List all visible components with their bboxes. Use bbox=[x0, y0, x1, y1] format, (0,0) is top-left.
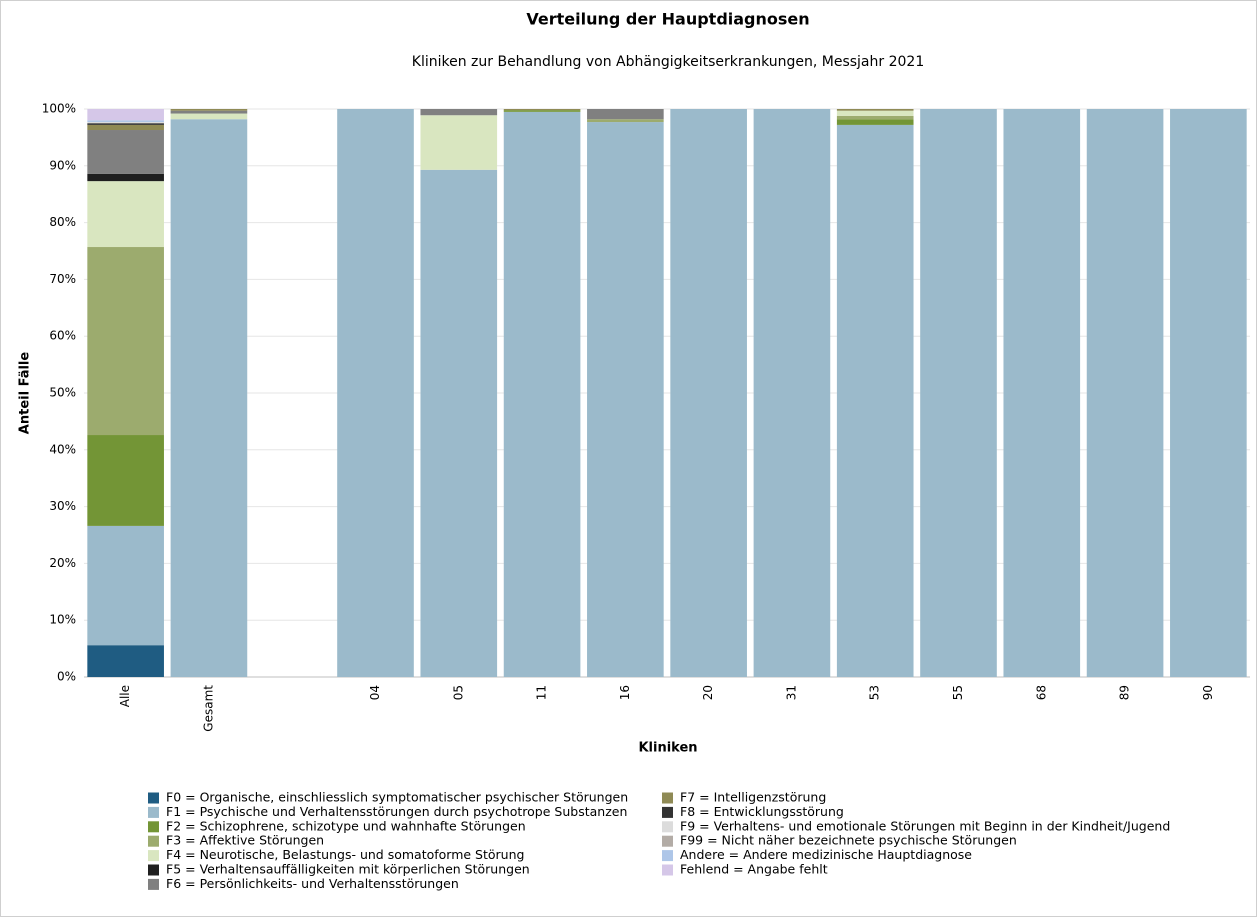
x-tick-label: 11 bbox=[535, 685, 549, 700]
legend-label: F5 = Verhaltensauffälligkeiten mit körpe… bbox=[166, 862, 530, 877]
bar-segment bbox=[587, 109, 664, 120]
bar-segment bbox=[87, 645, 164, 677]
x-tick-label: 89 bbox=[1118, 685, 1132, 700]
y-tick-label: 10% bbox=[49, 613, 76, 627]
x-tick-label: Alle bbox=[118, 685, 132, 707]
y-tick-label: 100% bbox=[42, 102, 76, 116]
bar-segment bbox=[503, 111, 581, 678]
y-tick-label: 0% bbox=[57, 670, 76, 684]
bar-segment bbox=[87, 130, 164, 174]
bar-segment bbox=[503, 110, 581, 112]
legend-swatch bbox=[148, 792, 159, 804]
y-tick-label: 90% bbox=[49, 158, 76, 172]
bar-segment bbox=[170, 109, 248, 111]
bar-segment bbox=[87, 123, 164, 125]
x-tick-label: 68 bbox=[1034, 685, 1048, 700]
y-tick-label: 80% bbox=[49, 215, 76, 229]
legend-swatch bbox=[148, 850, 159, 862]
y-tick-label: 40% bbox=[49, 442, 76, 456]
x-tick-label: 31 bbox=[784, 685, 798, 700]
legend-swatch bbox=[662, 835, 673, 847]
bar-segment bbox=[503, 109, 581, 111]
bar-segment bbox=[1086, 109, 1164, 677]
y-tick-label: 60% bbox=[49, 329, 76, 343]
legend-swatch bbox=[662, 821, 673, 833]
bar-segment bbox=[87, 247, 164, 436]
bar-segment bbox=[87, 181, 164, 248]
bar-segment bbox=[170, 113, 248, 120]
bar-segment bbox=[87, 124, 164, 131]
legend-swatch bbox=[662, 864, 673, 876]
bar-segment bbox=[87, 173, 164, 182]
bar-segment bbox=[836, 124, 914, 678]
y-tick-label: 70% bbox=[49, 272, 76, 286]
legend-swatch bbox=[148, 806, 159, 818]
bar-segment bbox=[1170, 109, 1247, 677]
x-tick-label: 20 bbox=[701, 685, 715, 700]
legend-label: F8 = Entwicklungsstörung bbox=[680, 804, 844, 819]
legend-label: F4 = Neurotische, Belastungs- und somato… bbox=[166, 847, 524, 862]
bar-segment bbox=[587, 122, 664, 677]
y-axis-title: Anteil Fälle bbox=[18, 352, 33, 435]
y-tick-label: 20% bbox=[49, 556, 76, 570]
legend-swatch bbox=[148, 864, 159, 876]
legend-label: F99 = Nicht näher bezeichnete psychische… bbox=[680, 833, 1017, 848]
bar-segment bbox=[670, 109, 747, 677]
legend-label: Andere = Andere medizinische Hauptdiagno… bbox=[680, 847, 972, 862]
bar-segment bbox=[87, 525, 164, 646]
legend-swatch bbox=[148, 835, 159, 847]
bar-segment bbox=[170, 110, 248, 114]
legend-label: F9 = Verhaltens- und emotionale Störunge… bbox=[680, 818, 1170, 833]
legend-swatch bbox=[662, 792, 673, 804]
bar-segment bbox=[836, 109, 914, 111]
bar-segment bbox=[1003, 109, 1081, 677]
legend-label: F1 = Psychische und Verhaltensstörungen … bbox=[166, 804, 627, 819]
legend-label: F6 = Persönlichkeits- und Verhaltensstör… bbox=[166, 876, 459, 891]
legend-swatch bbox=[148, 878, 159, 890]
x-tick-label: 90 bbox=[1201, 685, 1215, 700]
chart-subtitle: Kliniken zur Behandlung von Abhängigkeit… bbox=[412, 54, 924, 70]
y-tick-label: 30% bbox=[49, 499, 76, 513]
bar-segment bbox=[587, 119, 664, 123]
legend-label: F3 = Affektive Störungen bbox=[166, 833, 324, 848]
legend-label: Fehlend = Angabe fehlt bbox=[680, 862, 828, 877]
bar-segment bbox=[420, 109, 498, 116]
bar-segment bbox=[753, 109, 831, 677]
x-tick-label: 55 bbox=[951, 685, 965, 700]
legend-swatch bbox=[662, 806, 673, 818]
bar-segment bbox=[87, 109, 164, 121]
x-tick-label: 16 bbox=[618, 685, 632, 700]
x-tick-label: 53 bbox=[868, 685, 882, 700]
bar-segment bbox=[420, 169, 498, 677]
bar-segment bbox=[170, 119, 248, 677]
legend-label: F7 = Intelligenzstörung bbox=[680, 790, 826, 805]
legend-label: F2 = Schizophrene, schizotype und wahnha… bbox=[166, 818, 526, 833]
bar-segment bbox=[836, 115, 914, 120]
x-tick-label: 04 bbox=[368, 685, 382, 700]
legend-swatch bbox=[662, 850, 673, 862]
y-tick-label: 50% bbox=[49, 386, 76, 400]
legend-swatch bbox=[148, 821, 159, 833]
x-tick-label: 05 bbox=[451, 685, 465, 700]
bar-segment bbox=[87, 120, 164, 123]
bar-segment bbox=[920, 109, 997, 677]
bar-segment bbox=[87, 435, 164, 526]
bar-segment bbox=[836, 119, 914, 125]
bar-segment bbox=[836, 110, 914, 116]
chart-title: Verteilung der Hauptdiagnosen bbox=[526, 10, 809, 29]
bar-segment bbox=[87, 122, 164, 124]
x-axis-title: Kliniken bbox=[638, 741, 697, 756]
legend-label: F0 = Organische, einschliesslich symptom… bbox=[166, 790, 628, 805]
bar-segment bbox=[420, 115, 498, 170]
x-tick-label: Gesamt bbox=[201, 685, 215, 732]
bar-segment bbox=[337, 109, 414, 677]
